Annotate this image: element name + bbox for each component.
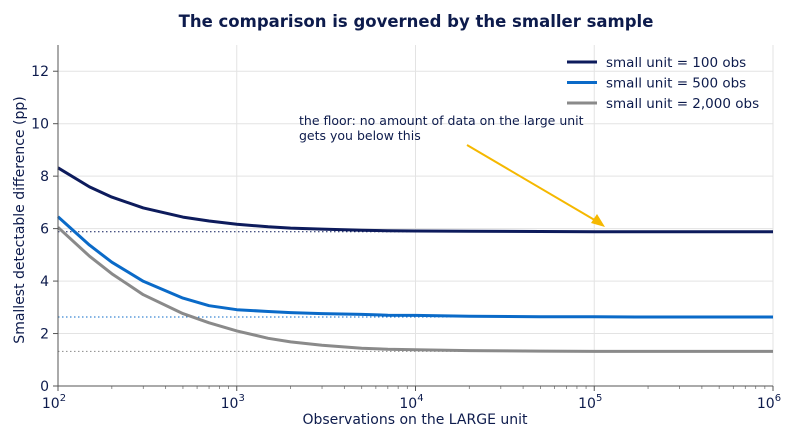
annotation-arrow-head bbox=[591, 214, 605, 227]
x-tick-base: 10 bbox=[757, 396, 775, 412]
annotation-text: the floor: no amount of data on the larg… bbox=[299, 113, 588, 143]
legend: small unit = 100 obs small unit = 500 obs… bbox=[567, 55, 759, 112]
series-line-3 bbox=[56, 226, 773, 353]
legend-label-3: small unit = 2,000 obs bbox=[606, 96, 759, 112]
x-tick-label: 104 bbox=[399, 393, 423, 412]
x-tick-exponent: 2 bbox=[60, 393, 66, 404]
legend-label-1: small unit = 100 obs bbox=[606, 55, 746, 71]
x-tick-exponent: 3 bbox=[238, 393, 244, 404]
x-tick-base: 10 bbox=[221, 396, 239, 412]
annotation-line-2: gets you below this bbox=[299, 128, 421, 143]
x-tick-exponent: 5 bbox=[596, 393, 602, 404]
x-tick-label: 103 bbox=[221, 393, 245, 412]
series-line-1 bbox=[57, 166, 773, 234]
annotation: the floor: no amount of data on the larg… bbox=[299, 113, 605, 227]
y-tick-label: 6 bbox=[40, 222, 49, 238]
y-tick-label: 0 bbox=[40, 379, 49, 395]
chart-title: The comparison is governed by the smalle… bbox=[179, 12, 654, 31]
annotation-line-1: the floor: no amount of data on the larg… bbox=[299, 113, 584, 128]
y-tick-label: 12 bbox=[31, 64, 49, 80]
y-axis-label: Smallest detectable difference (pp) bbox=[12, 96, 28, 343]
legend-label-2: small unit = 500 obs bbox=[606, 76, 746, 92]
y-tick-label: 2 bbox=[40, 327, 49, 343]
x-axis-label: Observations on the LARGE unit bbox=[302, 412, 528, 428]
x-tick-exponent: 6 bbox=[775, 393, 781, 404]
y-tick-label: 8 bbox=[40, 169, 49, 185]
x-tick-base: 10 bbox=[42, 396, 60, 412]
series-line-2 bbox=[56, 215, 773, 319]
x-tick-label: 102 bbox=[42, 393, 66, 412]
x-tick-base: 10 bbox=[578, 396, 596, 412]
x-tick-label: 106 bbox=[757, 393, 781, 412]
y-tick-label: 4 bbox=[40, 274, 49, 290]
grid-layer bbox=[58, 45, 774, 386]
y-tick-label: 10 bbox=[31, 117, 49, 133]
annotation-arrow-shaft bbox=[466, 144, 599, 223]
x-tick-exponent: 4 bbox=[417, 393, 423, 404]
x-tick-label: 105 bbox=[578, 393, 602, 412]
series-lines bbox=[56, 166, 773, 353]
x-tick-base: 10 bbox=[399, 396, 417, 412]
